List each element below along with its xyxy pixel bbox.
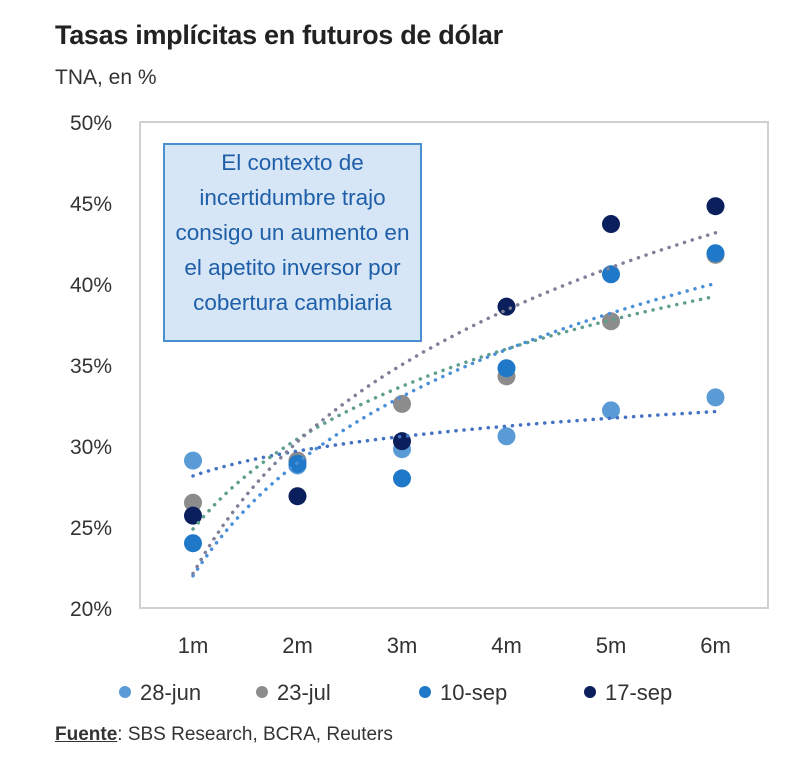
legend-marker-28-jun: [119, 686, 131, 698]
data-point-10-sep: [393, 469, 411, 488]
source-label: Fuente: [55, 724, 118, 745]
source-text: : SBS Research, BCRA, Reuters: [117, 724, 393, 745]
y-tick-label: 20%: [70, 598, 112, 621]
data-point-17-sep: [184, 506, 202, 525]
x-tick-label: 2m: [282, 633, 313, 658]
trendline-17-sep: [191, 231, 718, 576]
data-point-28-jun: [184, 451, 202, 470]
y-tick-label: 45%: [70, 193, 112, 216]
trendline-28-jun: [191, 409, 718, 478]
legend-label-10-sep: 10-sep: [440, 680, 507, 705]
data-point-17-sep: [602, 215, 620, 234]
data-point-17-sep: [706, 197, 725, 216]
x-tick-label: 5m: [596, 633, 627, 658]
x-tick-label: 6m: [700, 633, 731, 658]
data-point-17-sep: [497, 297, 516, 316]
y-tick-label: 50%: [70, 112, 112, 135]
plot-area: [139, 121, 769, 609]
data-point-10-sep: [602, 265, 620, 284]
data-point-28-jun: [497, 427, 516, 446]
legend-label-23-jul: 23-jul: [277, 680, 331, 705]
y-tick-label: 40%: [70, 274, 112, 297]
annotation-box: El contexto de incertidumbre trajo consi…: [163, 143, 422, 342]
data-point-17-sep: [288, 487, 307, 506]
data-point-28-jun: [602, 401, 620, 420]
x-tick-label: 1m: [178, 633, 209, 658]
data-point-10-sep: [706, 244, 725, 263]
chart-title: Tasas implícitas en futuros de dólar: [55, 20, 503, 50]
data-point-10-sep: [184, 534, 202, 553]
data-point-28-jun: [706, 388, 725, 407]
data-point-23-jul: [602, 312, 620, 331]
trendline-23-jul: [191, 294, 718, 531]
legend-marker-10-sep: [419, 686, 431, 698]
source-note: Fuente: SBS Research, BCRA, Reuters: [55, 724, 393, 746]
legend-label-17-sep: 17-sep: [605, 680, 672, 705]
x-tick-label: 3m: [387, 633, 418, 658]
data-point-23-jul: [184, 493, 202, 512]
y-tick-label: 25%: [70, 517, 112, 540]
data-point-10-sep: [497, 359, 516, 378]
data-point-23-jul: [393, 394, 411, 413]
chart-subtitle: TNA, en %: [55, 66, 157, 89]
legend-marker-23-jul: [256, 686, 268, 698]
legend-label-28-jun: 28-jun: [140, 680, 201, 705]
y-tick-label: 30%: [70, 436, 112, 459]
legend-marker-17-sep: [584, 686, 596, 698]
x-tick-label: 4m: [491, 633, 522, 658]
y-tick-label: 35%: [70, 355, 112, 378]
